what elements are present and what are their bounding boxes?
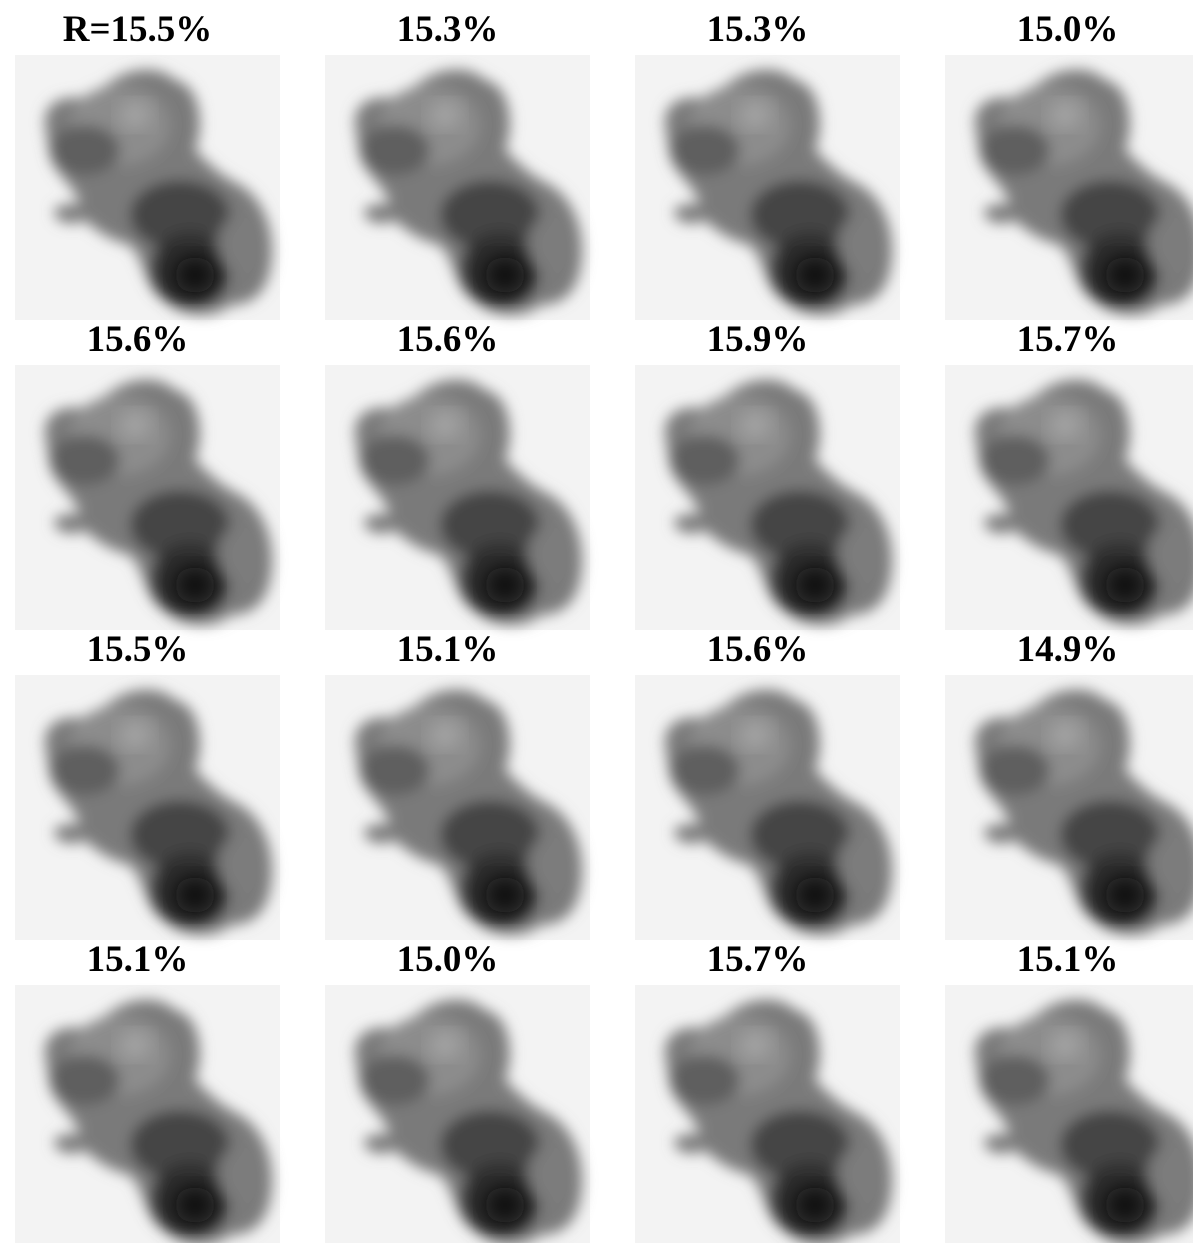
panel-label: 15.1% — [397, 629, 499, 670]
panel-label: 15.1% — [87, 939, 189, 980]
panel-label: 15.3% — [707, 9, 809, 50]
panel-image — [945, 55, 1193, 320]
panel-label: 15.6% — [87, 319, 189, 360]
panel: 15.9% — [635, 319, 900, 630]
panel-grid: R=15.5% 15.3% 15.3% 15.0% 15.6% 15.6% 15.9% 15.… — [15, 9, 1193, 1243]
panel: 15.6% — [635, 629, 900, 940]
panel-image — [945, 985, 1193, 1243]
panel-label: 15.9% — [707, 319, 809, 360]
panel-label: 15.6% — [707, 629, 809, 670]
panel-image — [325, 365, 590, 630]
panel: 15.6% — [325, 319, 590, 630]
panel: 15.3% — [635, 9, 900, 320]
panel-label: 15.7% — [1017, 319, 1119, 360]
panel-image — [325, 675, 590, 940]
panel: 15.0% — [325, 939, 590, 1243]
panel-label: 15.6% — [397, 319, 499, 360]
panel: 15.7% — [945, 319, 1193, 630]
panel: 15.1% — [15, 939, 280, 1243]
panel-image — [325, 985, 590, 1243]
panel-label: 14.9% — [1017, 629, 1119, 670]
panel: 15.1% — [325, 629, 590, 940]
panel-image — [635, 675, 900, 940]
panel-image — [15, 55, 280, 320]
panel: 15.1% — [945, 939, 1193, 1243]
panel-label: R=15.5% — [63, 9, 213, 50]
panel-image — [325, 55, 590, 320]
panel-image — [945, 365, 1193, 630]
panel-image — [635, 55, 900, 320]
panel-image — [635, 365, 900, 630]
figure: R=15.5% 15.3% 15.3% 15.0% 15.6% 15.6% 15.9% 15.… — [0, 0, 1193, 1243]
panel-image — [15, 365, 280, 630]
panel: 15.6% — [15, 319, 280, 630]
panel: 15.0% — [945, 9, 1193, 320]
panel-label: 15.7% — [707, 939, 809, 980]
panel-image — [15, 675, 280, 940]
panel-image — [15, 985, 280, 1243]
panel: 15.5% — [15, 629, 280, 940]
panel-label: 15.0% — [397, 939, 499, 980]
panel: R=15.5% — [15, 9, 280, 320]
panel-label: 15.3% — [397, 9, 499, 50]
panel: 15.3% — [325, 9, 590, 320]
panel-label: 15.1% — [1017, 939, 1119, 980]
panel: 15.7% — [635, 939, 900, 1243]
panel-label: 15.0% — [1017, 9, 1119, 50]
panel-image — [635, 985, 900, 1243]
panel-label: 15.5% — [87, 629, 189, 670]
panel: 14.9% — [945, 629, 1193, 940]
panel-image — [945, 675, 1193, 940]
